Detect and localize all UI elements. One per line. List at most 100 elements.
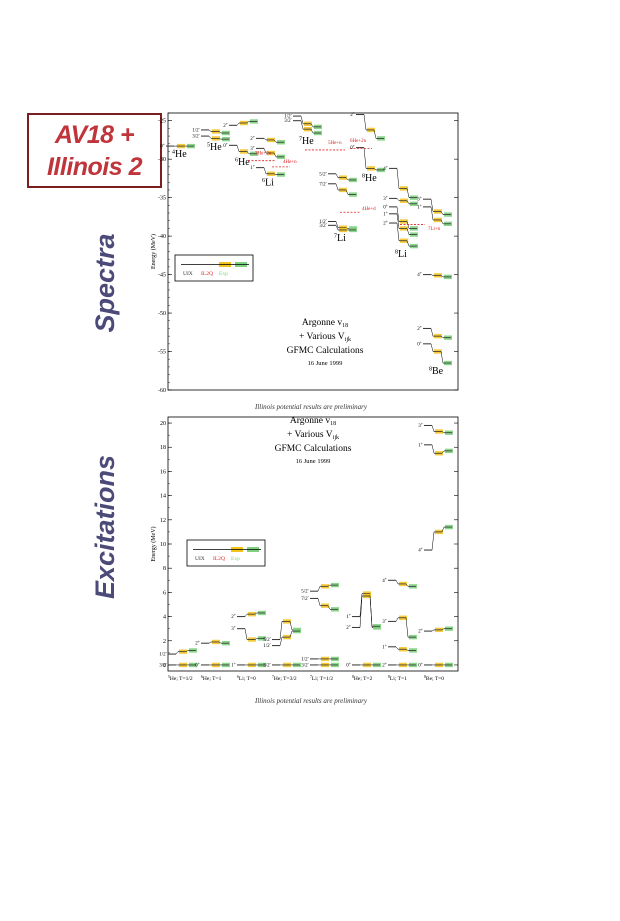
connector-b-1-0-0 <box>185 650 189 652</box>
connector-b-0-5-1 <box>345 189 349 195</box>
side-label-excitations: Excitations <box>90 454 120 600</box>
level-tag-0-4-1: 3/2- <box>284 116 292 124</box>
connector-b-1-5-0 <box>369 593 373 628</box>
level-tag-1-2-1: 3+ <box>231 624 237 632</box>
exp-band-0-5-1 <box>349 192 357 197</box>
connector-b-1-6-0 <box>405 583 409 587</box>
connector-b-1-6-2 <box>405 649 409 651</box>
connector-b-0-4-0 <box>310 123 314 127</box>
exp-band-0-1-1 <box>222 136 230 142</box>
annotation-line-3-1: GFMC Calculations <box>275 444 352 454</box>
level-tag-0-5-3: 3/2- <box>319 221 327 229</box>
connector-a-0-7-1 <box>396 198 400 201</box>
nucleus-label-0: 4He <box>172 149 187 160</box>
y-tick-label-1-2: 4 <box>163 615 166 621</box>
connector-a-0-6-0 <box>363 114 367 130</box>
connector-a-0-5-2 <box>335 221 339 228</box>
connector-b-0-7-3 <box>406 228 410 235</box>
exp-band-0-8-1 <box>444 221 452 226</box>
il2q-band-0-3-0 <box>267 137 275 143</box>
legend-swatch-exp-0 <box>235 262 247 267</box>
connector-a-1-4-0 <box>317 586 321 592</box>
y-tick-label-1-7: 14 <box>160 494 166 500</box>
il2q-band-1-6-0 <box>399 581 407 587</box>
connector-b-0-4-1 <box>310 129 314 134</box>
exp-band-0-0-0 <box>187 143 195 149</box>
level-tag-1-7-2: 4+ <box>418 546 424 554</box>
exp-band-1-3-1 <box>293 628 301 634</box>
group-label-2: 6Li; T=0 <box>237 675 256 682</box>
il2q-band-1-4-1 <box>321 603 329 608</box>
level-tag-0-6-0: 2+ <box>350 110 356 118</box>
exp-band-1-7-0 <box>445 430 453 435</box>
il2q-band-1-5-0 <box>363 591 371 596</box>
connector-a-1-3-1 <box>279 637 283 646</box>
exp-band-0-5-2 <box>349 226 357 231</box>
connector-b-0-3-1 <box>273 152 277 157</box>
threshold-label-3: 6He+2n <box>350 139 367 144</box>
exp-band-0-7-4 <box>410 243 418 249</box>
exp-band-1-6-1 <box>409 634 417 640</box>
legend-swatch-il2q-1 <box>231 547 243 552</box>
connector-a-0-4-1 <box>300 120 304 130</box>
level-tag-0-6-1: 0+ <box>350 143 356 151</box>
il2q-band-0-5-0 <box>339 175 347 180</box>
level-tag-0-5-0: 5/2- <box>319 169 327 177</box>
exp-band-0-7-3 <box>410 232 418 237</box>
level-tag-1-0-1: 3/2- <box>159 660 167 668</box>
level-tag-1-7-0: 3+ <box>418 421 424 429</box>
il2q-band-0-7-0 <box>400 186 408 191</box>
connector-b-1-4-1 <box>327 605 331 610</box>
level-tag-1-3-1: 1/2- <box>263 641 271 649</box>
level-tag-0-3-0: 2+ <box>250 134 256 142</box>
legend-entry-0-0: UIX <box>183 271 193 277</box>
il2q-band-1-7-4 <box>435 662 443 668</box>
connector-b-1-4-0 <box>327 584 331 587</box>
annotation-line-1-1: Argonne v18 <box>290 416 336 427</box>
title-line-2: Illinois 2 <box>46 153 143 181</box>
connector-b-0-2-0 <box>246 121 250 124</box>
connector-b-0-1-0 <box>218 131 222 134</box>
connector-a-1-7-2 <box>431 531 435 551</box>
connector-b-1-7-1 <box>441 450 445 454</box>
level-tag-0-8-1: 1+ <box>417 202 423 210</box>
level-tag-0-7-4: 2+ <box>383 219 389 227</box>
il2q-band-0-4-0 <box>304 121 312 126</box>
threshold-label-4: 4He+d <box>362 207 376 212</box>
exp-band-1-5-2 <box>373 662 381 668</box>
exp-band-0-7-2 <box>410 226 418 231</box>
il2q-band-1-1-0 <box>212 639 220 645</box>
il2q-band-1-6-1 <box>399 615 407 620</box>
connector-a-0-3-0 <box>263 138 267 141</box>
exp-band-0-7-1 <box>410 201 418 206</box>
level-tag-0-3-2: 1+ <box>250 163 256 171</box>
exp-band-1-5-0 <box>373 625 381 630</box>
connector-b-1-3-1 <box>289 631 293 638</box>
il2q-band-0-5-1 <box>339 187 347 193</box>
connector-a-1-5-0 <box>359 593 363 617</box>
exp-band-1-4-3 <box>331 662 339 668</box>
exp-band-1-6-3 <box>409 662 417 668</box>
connector-b-0-8-4 <box>440 351 444 364</box>
exp-band-1-2-2 <box>258 662 266 668</box>
connector-a-0-3-1 <box>263 148 267 154</box>
level-tag-1-7-3: 2+ <box>418 627 424 635</box>
connector-b-0-8-3 <box>440 335 444 338</box>
il2q-band-0-0-0 <box>177 143 185 149</box>
y-tick-label-1-0: 0 <box>163 663 166 669</box>
level-tag-0-8-2: 4+ <box>417 270 423 278</box>
connector-b-0-7-1 <box>406 200 410 204</box>
il2q-band-0-8-4 <box>434 349 442 354</box>
il2q-band-0-8-0 <box>434 209 442 214</box>
connector-a-0-3-2 <box>263 167 267 174</box>
level-tag-1-6-3: 2+ <box>382 660 388 668</box>
group-label-4: 7Li; T=1/2 <box>310 675 333 682</box>
il2q-band-1-2-2 <box>248 662 256 668</box>
legend-swatch-il2q-0 <box>219 262 231 267</box>
exp-band-0-4-1 <box>314 130 322 136</box>
level-tag-0-5-2: 1/2- <box>319 217 327 225</box>
il2q-band-0-7-2 <box>400 219 408 224</box>
il2q-band-1-3-2 <box>283 662 291 668</box>
nucleus-label-6: 8He <box>362 173 377 184</box>
level-tag-0-1-1: 3/2- <box>192 132 200 140</box>
